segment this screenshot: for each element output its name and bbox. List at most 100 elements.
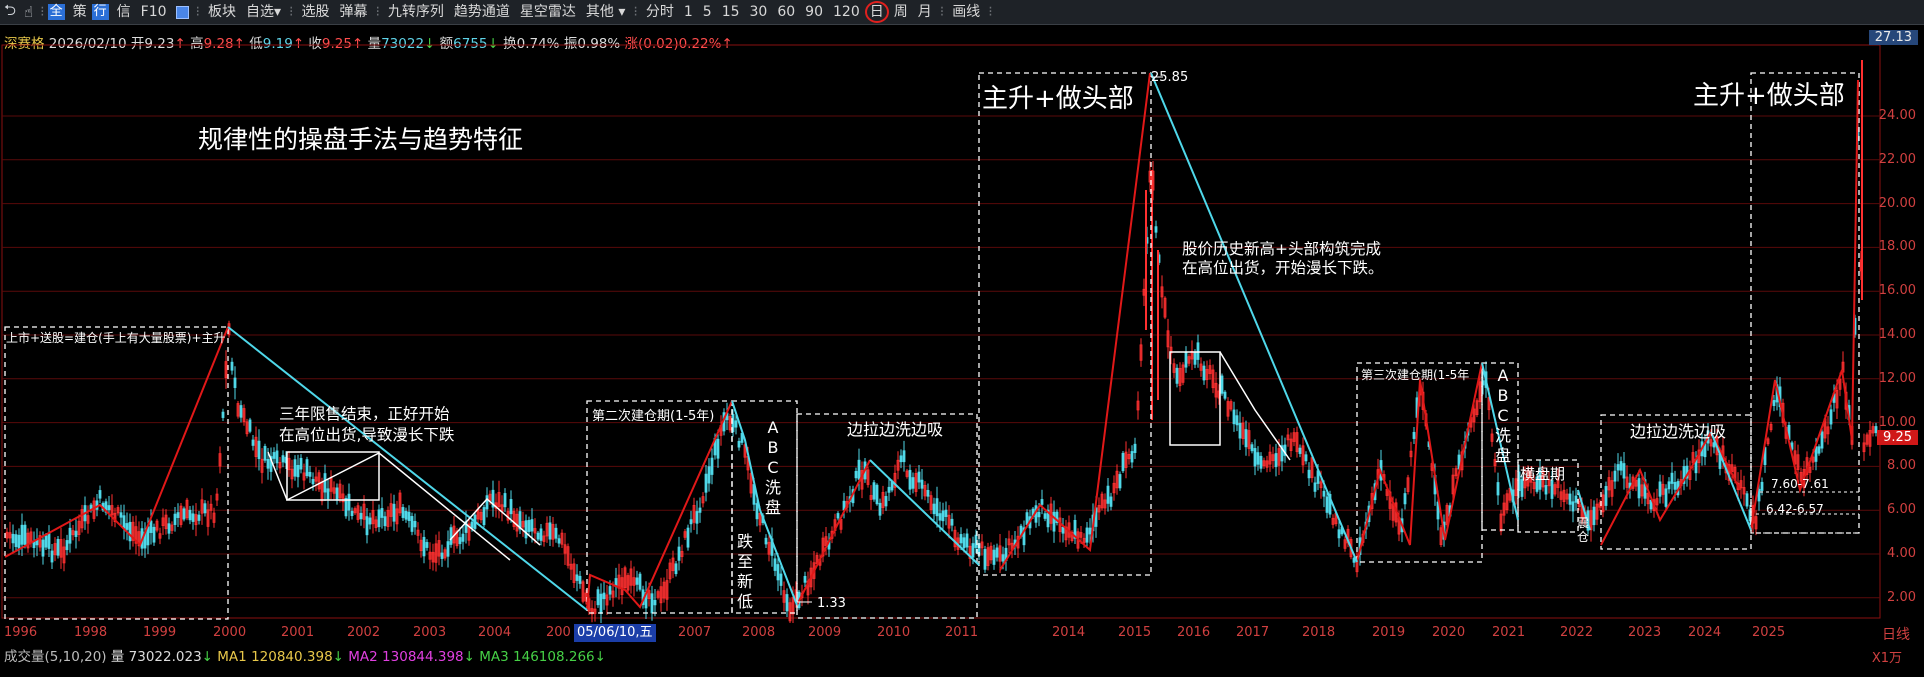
period-fenshi[interactable]: 分时 [645, 4, 674, 20]
candle-body [122, 515, 126, 529]
period-5[interactable]: 5 [702, 4, 712, 20]
candle-body [551, 524, 555, 540]
annotation-title: 规律性的操盘手法与趋势特征 [198, 125, 524, 154]
candle-body [80, 509, 84, 529]
top-price-badge: 27.13 [1868, 30, 1918, 45]
box-pull-wash-1 [796, 413, 978, 619]
candle-body [764, 537, 768, 545]
xin-button[interactable]: 信 [116, 4, 131, 20]
volume-value: 73022 [381, 36, 425, 52]
candle-body [779, 573, 783, 586]
uptrend-line [1356, 362, 1483, 563]
back-icon[interactable]: ⮌ [4, 0, 17, 19]
close-label: 收 [308, 36, 322, 52]
candle-body [326, 488, 330, 500]
candle-body [188, 509, 192, 521]
candle-body [155, 520, 159, 531]
xing-button[interactable]: 行 [91, 4, 109, 20]
period-1[interactable]: 1 [683, 4, 693, 20]
high-label: 高 [190, 36, 204, 52]
quote-info-bar: 深赛格 2026/02/10 开9.23↑ 高9.28↑ 低9.19↑ 收9.2… [4, 32, 733, 52]
x-axis-years: 1996 1998 1999 2000 2001 2002 2003 2004 200 2007 2… [0, 624, 1880, 642]
year-tick: 2008 [742, 625, 776, 640]
candle-body [431, 551, 435, 563]
window-icon[interactable] [175, 5, 189, 19]
price-tick: 16.00 [1878, 283, 1916, 299]
period-90[interactable]: 90 [805, 4, 823, 20]
candle-body [944, 509, 948, 517]
candle-body [1199, 363, 1203, 371]
candle-body [782, 590, 786, 603]
tab-qita-label: 其他 [585, 4, 614, 20]
turnover-value: 0.74% [516, 36, 560, 52]
candle-body [119, 512, 123, 518]
candle-body [434, 543, 438, 563]
annotation-cang: 震仓 [1577, 516, 1590, 544]
tab-jiuzhuan[interactable]: 九转序列 [387, 4, 444, 20]
draw-line-button[interactable]: 画线 [952, 4, 981, 20]
candle-body [1493, 459, 1497, 467]
ce-button[interactable]: 策 [72, 4, 87, 20]
candle-body [755, 503, 759, 520]
tab-xingkong[interactable]: 星空雷达 [519, 4, 576, 20]
candle-body [1640, 484, 1644, 497]
period-60[interactable]: 60 [777, 4, 796, 20]
candle-body [443, 549, 447, 559]
candle-body [1559, 491, 1563, 500]
candle-body [680, 551, 684, 557]
candle-body [881, 491, 885, 509]
candle-body [605, 594, 609, 606]
period-month[interactable]: 月 [917, 4, 932, 20]
candle-body [266, 459, 270, 469]
candle-body [449, 527, 453, 545]
kline-chart[interactable] [0, 25, 1924, 623]
candle-body [788, 602, 792, 622]
period-day[interactable]: 日 [864, 1, 889, 23]
zoom-label[interactable]: X1万 [1871, 651, 1902, 666]
candle-body [509, 499, 513, 515]
candle-body [1118, 474, 1122, 489]
candle-body [563, 544, 567, 554]
period-120[interactable]: 120 [833, 4, 860, 20]
f10-button[interactable]: F10 [140, 4, 167, 20]
ma3-value: 146108.266 [513, 649, 595, 665]
tab-bankuai[interactable]: 板块 [207, 4, 236, 20]
candle-body [263, 445, 267, 461]
candle-body [611, 590, 615, 598]
year-tick: 2020 [1432, 625, 1466, 640]
period-week[interactable]: 周 [893, 4, 908, 20]
candle-body [1184, 351, 1188, 368]
period-label: 日线 [1882, 627, 1910, 643]
quan-button[interactable]: 全 [47, 4, 65, 20]
up-arrow-icon: ↑ [292, 36, 305, 52]
date-cursor-label[interactable]: 05/06/10,五 [574, 624, 656, 642]
tab-qita[interactable]: 其他 ▾ [581, 1, 630, 23]
candle-body [548, 522, 552, 540]
candle-body [1535, 476, 1539, 492]
candle-body [569, 563, 573, 570]
candle-body [1760, 481, 1764, 491]
period-15[interactable]: 15 [721, 4, 740, 20]
chart-frame [1, 44, 1881, 619]
candle-body [1040, 499, 1044, 505]
period-30[interactable]: 30 [749, 4, 768, 20]
tab-zixuan[interactable]: 自选▾ [241, 1, 286, 23]
candle-body [1670, 472, 1674, 484]
candle-body [272, 452, 276, 459]
candle-body [1277, 448, 1281, 466]
candle-body [689, 519, 693, 525]
change-value: (0.02)0.22% [638, 36, 722, 52]
candle-body [905, 470, 909, 477]
change-label: 涨 [624, 36, 639, 52]
candle-body [929, 495, 933, 510]
stock-name[interactable]: 深赛格 [4, 36, 45, 52]
hand-icon[interactable]: ☝ [24, 3, 34, 21]
volume-title[interactable]: 成交量(5,10,20) [4, 649, 107, 665]
candle-body [173, 513, 177, 525]
tab-danmu[interactable]: 弹幕 [339, 4, 368, 20]
candle-body [341, 493, 345, 503]
candle-body [296, 465, 300, 478]
tab-qushi[interactable]: 趋势通道 [453, 4, 510, 20]
candle-body [86, 515, 90, 524]
tab-xuangu[interactable]: 选股 [301, 4, 330, 20]
